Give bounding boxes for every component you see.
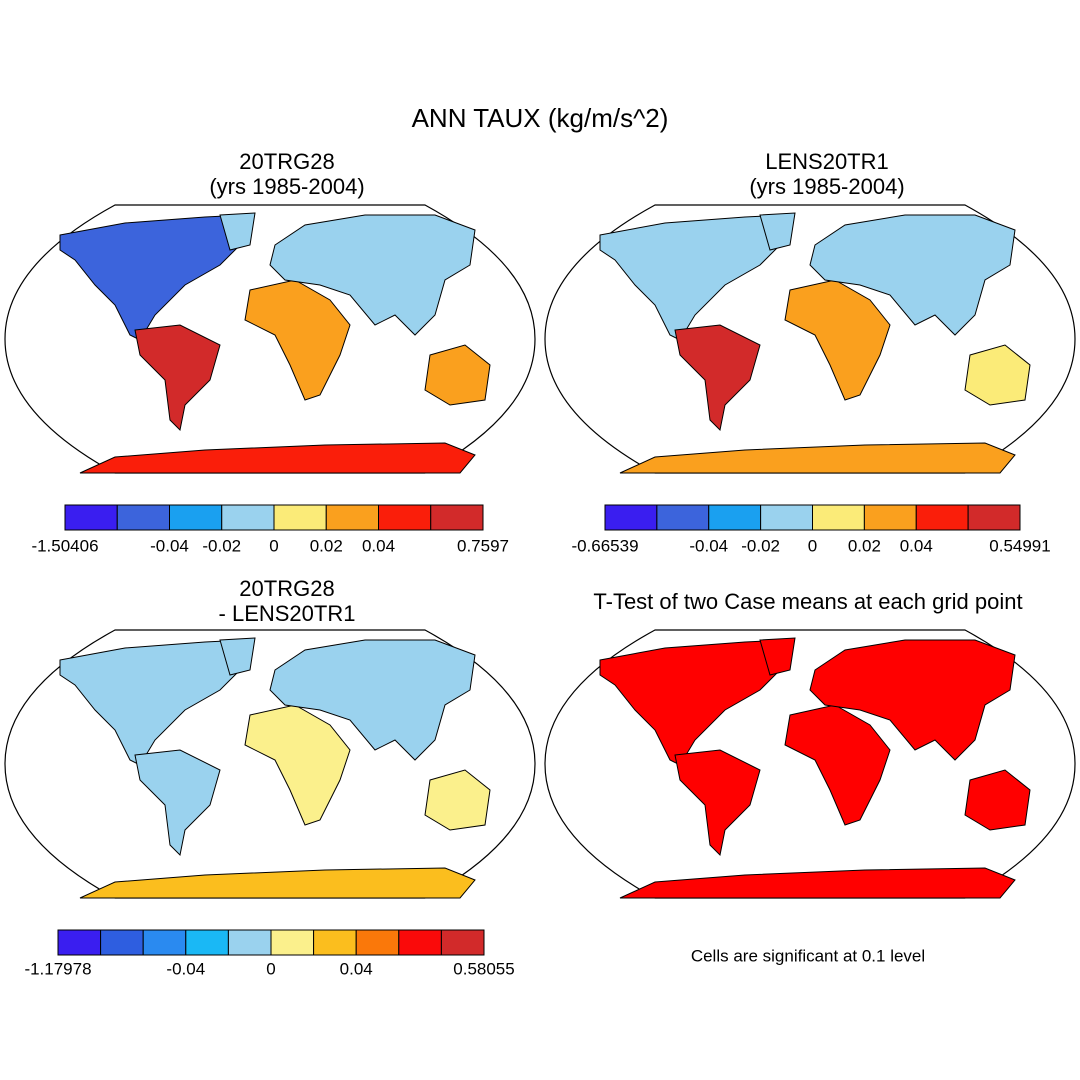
australia (424, 769, 491, 831)
colorbar-box (313, 929, 357, 956)
map (544, 204, 1076, 474)
greenland (759, 637, 796, 676)
colorbar-box (863, 504, 917, 531)
colorbar-label: 0.54991 (989, 536, 1050, 555)
antarctica (619, 442, 1016, 474)
colorbar-box (100, 929, 144, 956)
colorbar-box (430, 504, 484, 531)
colorbar-label: 0 (269, 536, 278, 555)
colorbar-box (967, 504, 1021, 531)
colorbar-label: -1.50406 (31, 536, 98, 555)
colorbar-box (440, 929, 485, 956)
australia (964, 769, 1031, 831)
colorbar-box (169, 504, 223, 531)
greenland (219, 212, 256, 251)
colorbar-box (760, 504, 813, 531)
panel-title: 20TRG28 (239, 576, 334, 601)
colorbar-box (270, 929, 315, 956)
africa (244, 704, 351, 826)
colorbar-label: 0.02 (848, 536, 881, 555)
colorbar-box (812, 504, 865, 531)
africa (244, 279, 351, 401)
panel-title: (yrs 1985-2004) (749, 174, 904, 199)
australia (424, 344, 491, 406)
panel-title: (yrs 1985-2004) (209, 174, 364, 199)
colorbar-box (142, 929, 187, 956)
north-america (59, 214, 246, 341)
panel-title: T-Test of two Case means at each grid po… (593, 589, 1022, 614)
africa (784, 704, 891, 826)
colorbar-box (325, 504, 379, 531)
colorbar-box (185, 929, 229, 956)
south-america (134, 324, 221, 432)
eurasia (269, 639, 476, 761)
colorbar-label: -0.66539 (571, 536, 638, 555)
colorbar-box (378, 504, 432, 531)
map (4, 629, 536, 899)
south-america (134, 749, 221, 857)
antarctica (619, 867, 1016, 899)
colorbar-box (915, 504, 969, 531)
antarctica (79, 442, 476, 474)
north-america (599, 639, 786, 766)
colorbar-label: 0.04 (362, 536, 395, 555)
map (4, 204, 536, 474)
colorbar-box (398, 929, 442, 956)
australia (964, 344, 1031, 406)
note: Cells are significant at 0.1 level (691, 946, 925, 965)
colorbar-box (656, 504, 710, 531)
colorbar-box (64, 504, 118, 531)
north-america (599, 214, 786, 341)
colorbar-box (57, 929, 102, 956)
figure-title: ANN TAUX (kg/m/s^2) (412, 103, 669, 133)
south-america (674, 324, 761, 432)
colorbar-label: 0.7597 (457, 536, 509, 555)
colorbar-box (116, 504, 170, 531)
south-america (674, 749, 761, 857)
antarctica (79, 867, 476, 899)
panel-title: - LENS20TR1 (219, 601, 356, 626)
north-america (59, 639, 246, 766)
greenland (759, 212, 796, 251)
colorbar-label: 0.04 (900, 536, 933, 555)
colorbar-label: 0.04 (340, 959, 373, 978)
panel-title: 20TRG28 (239, 149, 334, 174)
colorbar-box (273, 504, 327, 531)
colorbar-label: -0.04 (166, 959, 205, 978)
greenland (219, 637, 256, 676)
colorbar-label: 0.02 (310, 536, 343, 555)
colorbar-label: 0.58055 (453, 959, 514, 978)
colorbar-box (604, 504, 658, 531)
colorbar-box (221, 504, 275, 531)
colorbar-label: -1.17978 (24, 959, 91, 978)
eurasia (269, 214, 476, 336)
colorbar-label: -0.02 (202, 536, 241, 555)
colorbar-box (227, 929, 272, 956)
colorbar-box (708, 504, 762, 531)
colorbar-label: -0.04 (150, 536, 189, 555)
colorbar-label: -0.04 (689, 536, 728, 555)
eurasia (809, 214, 1016, 336)
eurasia (809, 639, 1016, 761)
colorbar-box (355, 929, 400, 956)
colorbar-label: 0 (266, 959, 275, 978)
africa (784, 279, 891, 401)
colorbar-label: 0 (808, 536, 817, 555)
map (544, 629, 1076, 899)
colorbar-label: -0.02 (741, 536, 780, 555)
panel-title: LENS20TR1 (765, 149, 889, 174)
